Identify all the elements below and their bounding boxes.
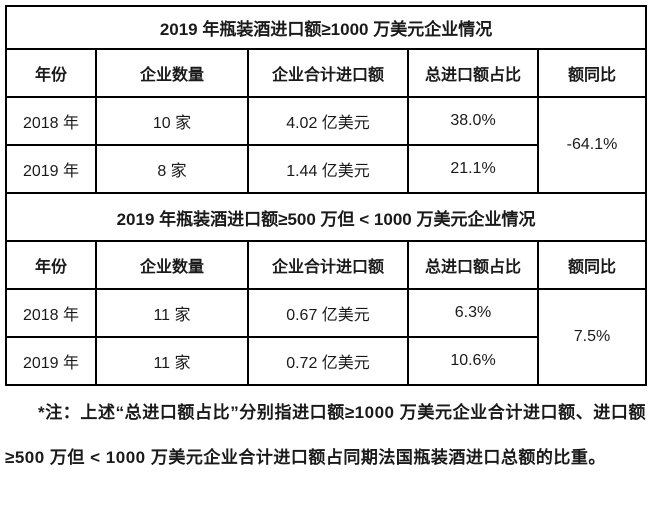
table1-row-2018: 2018 年 10 家 4.02 亿美元 38.0% -64.1% xyxy=(5,96,648,194)
table1-2018-count: 10 家 xyxy=(95,96,249,146)
table1-title-row: 2019 年瓶装酒进口额≥1000 万美元企业情况 xyxy=(4,5,648,50)
table2-header-year: 年份 xyxy=(5,240,97,290)
table1-header-row: 年份 企业数量 企业合计进口额 总进口额占比 额同比 xyxy=(5,48,648,98)
table2-2019-count: 11 家 xyxy=(95,336,249,386)
table1-2019-count: 8 家 xyxy=(95,144,249,194)
table2-header-share: 总进口额占比 xyxy=(407,240,539,290)
table2-2018-share: 6.3% xyxy=(407,288,539,338)
table2-2019-amount: 0.72 亿美元 xyxy=(247,336,409,386)
table2-2018-year: 2018 年 xyxy=(5,288,97,338)
table2-header-yoy: 额同比 xyxy=(536,240,648,290)
table1-header-count: 企业数量 xyxy=(95,48,249,98)
table2-title-row: 2019 年瓶装酒进口额≥500 万但 < 1000 万美元企业情况 xyxy=(4,192,648,242)
table2-row-2019: 2019 年 11 家 0.72 亿美元 10.6% xyxy=(5,336,646,386)
table1-header-share: 总进口额占比 xyxy=(407,48,539,98)
table2-header-row: 年份 企业数量 企业合计进口额 总进口额占比 额同比 xyxy=(5,240,648,290)
table1-header-year: 年份 xyxy=(5,48,97,98)
table2-yoy-value: 7.5% xyxy=(536,288,648,386)
table2-header-amount: 企业合计进口额 xyxy=(247,240,409,290)
table2-header-count: 企业数量 xyxy=(95,240,249,290)
table2-2018-count: 11 家 xyxy=(95,288,249,338)
table1-2019-amount: 1.44 亿美元 xyxy=(247,144,409,194)
table2-2018-amount: 0.67 亿美元 xyxy=(247,288,409,338)
table1-2019-share: 21.1% xyxy=(407,144,539,194)
table2-2019-year: 2019 年 xyxy=(5,336,97,386)
table1-2018-year: 2018 年 xyxy=(5,96,97,146)
table1-title: 2019 年瓶装酒进口额≥1000 万美元企业情况 xyxy=(4,5,648,50)
table1-header-yoy: 额同比 xyxy=(536,48,648,98)
table2-2019-share: 10.6% xyxy=(407,336,539,386)
table1-row-2019: 2019 年 8 家 1.44 亿美元 21.1% xyxy=(5,144,646,194)
table1-2018-amount: 4.02 亿美元 xyxy=(247,96,409,146)
wine-import-table: 2019 年瓶装酒进口额≥1000 万美元企业情况 年份 企业数量 企业合计进口… xyxy=(4,5,648,386)
table1-yoy-value: -64.1% xyxy=(536,96,648,194)
table1-2019-year: 2019 年 xyxy=(5,144,97,194)
table2-title: 2019 年瓶装酒进口额≥500 万但 < 1000 万美元企业情况 xyxy=(4,192,648,242)
table1-2018-share: 38.0% xyxy=(407,96,539,146)
footnote-text: *注：上述“总进口额占比”分别指进口额≥1000 万美元企业合计进口额、进口额≥… xyxy=(5,403,646,467)
table1-header-amount: 企业合计进口额 xyxy=(247,48,409,98)
table2-row-2018: 2018 年 11 家 0.67 亿美元 6.3% 7.5% xyxy=(5,288,648,386)
